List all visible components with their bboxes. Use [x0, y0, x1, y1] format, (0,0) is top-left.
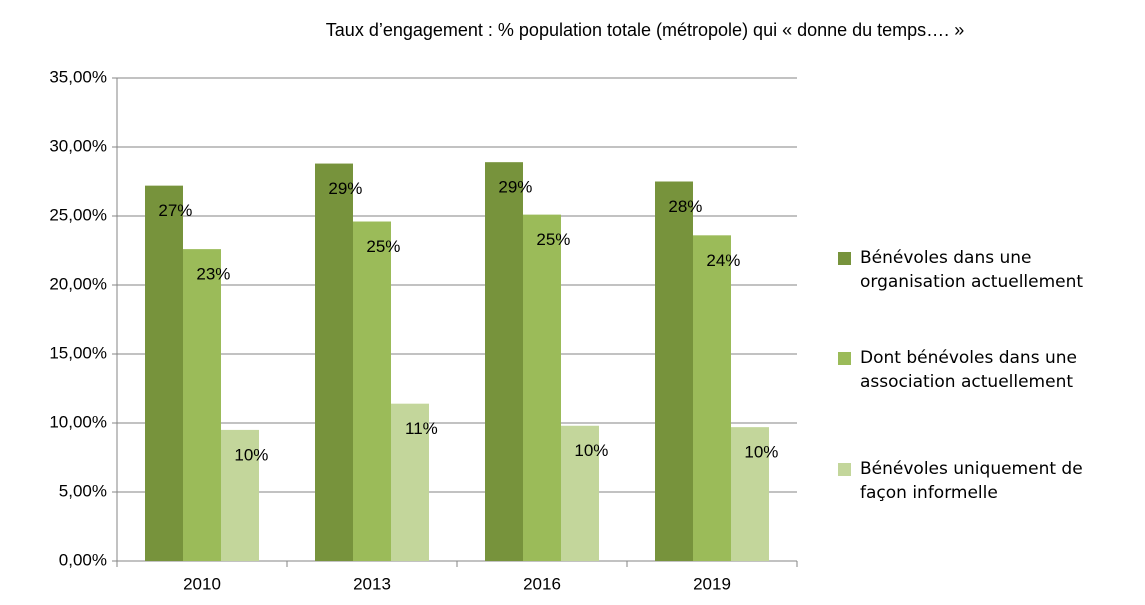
legend-label: Bénévoles uniquement de façon informelle	[860, 459, 1083, 503]
data-label: 25%	[366, 237, 400, 256]
y-tick-label: 5,00%	[59, 481, 107, 500]
data-label: 29%	[498, 178, 532, 197]
bar	[315, 163, 353, 561]
legend-label: Bénévoles dans une organisation actuelle…	[860, 248, 1084, 292]
bar	[221, 429, 259, 561]
data-label: 28%	[668, 197, 702, 216]
y-tick-label: 20,00%	[49, 274, 107, 293]
x-tick-label: 2019	[693, 574, 731, 593]
y-tick-label: 35,00%	[49, 67, 107, 86]
bar	[183, 249, 221, 561]
legend-swatch	[838, 252, 851, 265]
data-label: 23%	[196, 265, 230, 284]
data-label: 11%	[405, 419, 438, 438]
x-tick-label: 2013	[353, 574, 391, 593]
bar	[561, 425, 599, 561]
data-label: 29%	[328, 179, 362, 198]
chart-title: Taux d’engagement : % population totale …	[326, 20, 964, 40]
data-label: 10%	[744, 443, 778, 462]
y-tick-label: 25,00%	[49, 205, 107, 224]
legend-swatch	[838, 463, 851, 476]
bar	[391, 403, 429, 561]
y-tick-label: 0,00%	[59, 550, 107, 569]
bar	[485, 162, 523, 561]
data-label: 25%	[536, 230, 570, 249]
data-label: 24%	[706, 251, 740, 270]
bar	[731, 427, 769, 561]
data-label: 27%	[158, 201, 192, 220]
data-label: 10%	[234, 445, 268, 464]
bar	[693, 235, 731, 561]
y-tick-label: 15,00%	[49, 343, 107, 362]
y-tick-label: 30,00%	[49, 136, 107, 155]
data-label: 10%	[574, 441, 608, 460]
legend-label: Dont bénévoles dans une association actu…	[860, 348, 1077, 392]
x-tick-label: 2010	[183, 574, 221, 593]
bar	[523, 214, 561, 561]
bar	[145, 185, 183, 561]
y-tick-label: 10,00%	[49, 412, 107, 431]
bar	[655, 181, 693, 561]
bar	[353, 221, 391, 561]
x-tick-label: 2016	[523, 574, 561, 593]
legend-swatch	[838, 352, 851, 365]
